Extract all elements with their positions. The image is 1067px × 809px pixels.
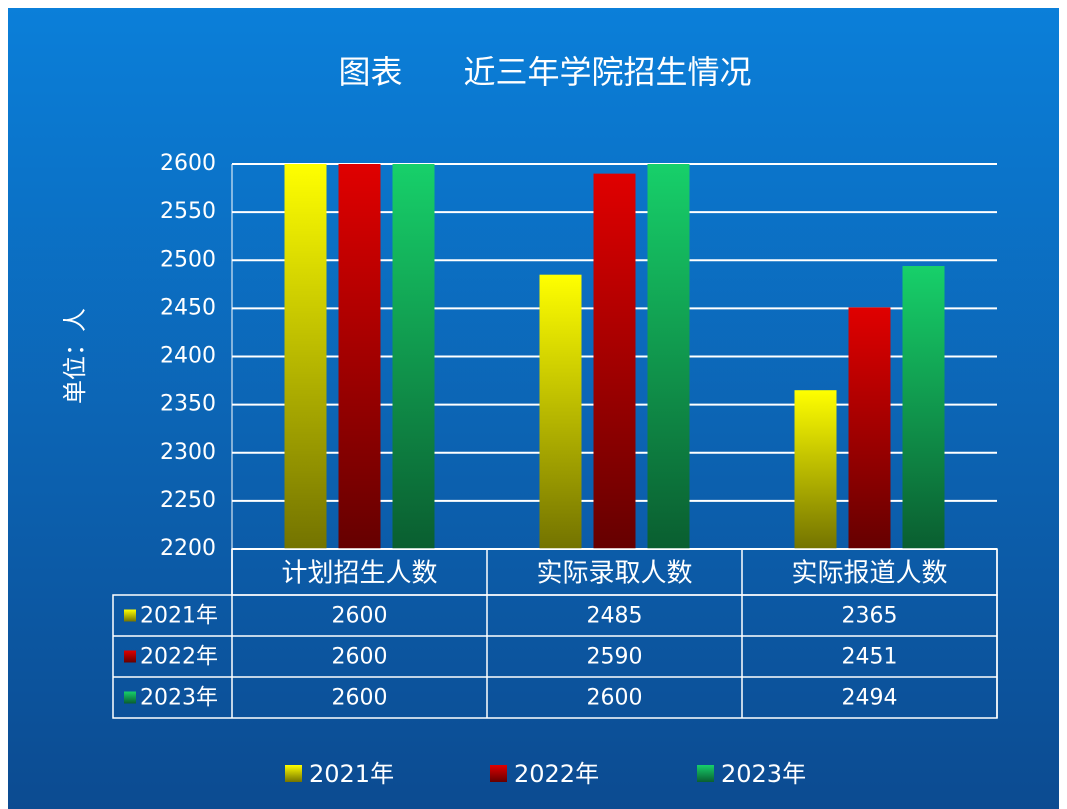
y-tick-label: 2450 (160, 295, 216, 320)
y-tick-label: 2350 (160, 392, 216, 417)
y-tick-label: 2300 (160, 440, 216, 465)
legend-label: 2022年 (514, 760, 599, 788)
bar (902, 266, 945, 549)
table-series-label: 2023年 (140, 686, 218, 711)
bar (794, 390, 837, 549)
table-cell: 2451 (842, 645, 898, 670)
table-cell: 2600 (332, 645, 388, 670)
x-tick-label: 实际报道人数 (791, 559, 947, 589)
table-legend-key (124, 609, 136, 622)
table-cell: 2590 (587, 645, 643, 670)
bar (338, 164, 381, 549)
table-series-label: 2022年 (140, 645, 218, 670)
table-cell: 2600 (332, 686, 388, 711)
bar (647, 164, 690, 549)
table-series-label: 2021年 (140, 604, 218, 629)
table-cell: 2494 (842, 686, 898, 711)
y-tick-label: 2250 (160, 488, 216, 513)
bar (539, 274, 582, 549)
table-cell: 2600 (332, 604, 388, 629)
legend-key (285, 765, 302, 782)
x-tick-label: 计划招生人数 (281, 559, 437, 589)
chart-title: 图表 近三年学院招生情况 (338, 53, 751, 91)
table-legend-key (124, 650, 136, 663)
y-tick-label: 2200 (160, 536, 216, 561)
bar (392, 164, 435, 549)
y-axis-label: 单位：人 (61, 308, 89, 404)
legend-label: 2023年 (721, 760, 806, 788)
bar (848, 307, 891, 549)
x-tick-label: 实际录取人数 (536, 559, 692, 589)
table-cell: 2365 (842, 604, 898, 629)
bar (284, 164, 327, 549)
table-cell: 2600 (587, 686, 643, 711)
table-cell: 2485 (587, 604, 643, 629)
y-tick-label: 2550 (160, 199, 216, 224)
y-tick-label: 2400 (160, 344, 216, 369)
legend-key (697, 765, 714, 782)
y-tick-label: 2600 (160, 151, 216, 176)
table-legend-key (124, 691, 136, 704)
legend-label: 2021年 (309, 760, 394, 788)
bar (593, 173, 636, 549)
legend-key (490, 765, 507, 782)
y-tick-label: 2500 (160, 247, 216, 272)
